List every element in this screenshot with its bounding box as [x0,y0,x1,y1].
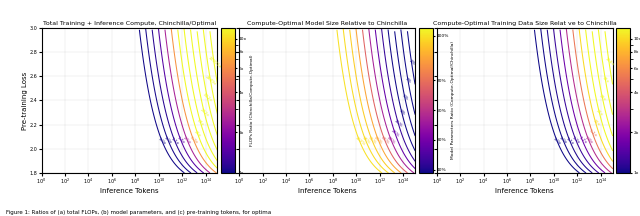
Title: Total Training + Inference Compute, Chinchilla/Optimal: Total Training + Inference Compute, Chin… [43,21,216,26]
Text: 2.8x: 2.8x [584,136,594,145]
Text: 2%: 2% [408,58,415,66]
Text: 1.0x: 1.0x [163,136,173,145]
Text: 43%: 43% [386,136,396,145]
Text: 67x: 67x [196,119,205,127]
Text: 10x: 10x [591,119,600,127]
Text: Figure 1: Ratios of (a) total FLOPs, (b) model parameters, and (c) pre-training : Figure 1: Ratios of (a) total FLOPs, (b)… [6,210,271,215]
Text: 9%: 9% [398,109,406,116]
Text: 1.0x: 1.0x [558,136,568,145]
Text: 20x: 20x [595,108,604,117]
Text: 1.4x: 1.4x [176,136,186,145]
Text: 1.0x: 1.0x [157,136,167,145]
Text: 10001x: 10001x [206,55,221,69]
X-axis label: Inference Tokens: Inference Tokens [100,188,159,194]
Text: 15%: 15% [393,119,403,128]
Text: 1.7x: 1.7x [578,136,588,145]
Text: 26%: 26% [390,129,400,138]
Text: 100%: 100% [353,135,365,146]
Text: 1.0x: 1.0x [552,136,562,145]
Text: 1.1x: 1.1x [565,136,575,145]
Y-axis label: FLOPs Ratio (Chinchilla/Compute-Optimal): FLOPs Ratio (Chinchilla/Compute-Optimal) [250,55,253,146]
Y-axis label: Pre-training Loss: Pre-training Loss [22,71,28,130]
Text: 6.3x: 6.3x [189,136,198,145]
X-axis label: Inference Tokens: Inference Tokens [298,188,356,194]
Text: 5%: 5% [401,94,409,102]
Title: Compute-Optimal Model Size Relative to Chinchilla: Compute-Optimal Model Size Relative to C… [247,21,407,26]
Y-axis label: Model Parameters Ratio (Compute-Optimal/Chinchilla): Model Parameters Ratio (Compute-Optimal/… [451,41,456,159]
Text: 3%: 3% [404,76,412,84]
Text: 232x: 232x [199,107,210,118]
Text: 20x: 20x [193,130,202,138]
Text: 2.5x: 2.5x [182,136,193,145]
Text: 85%: 85% [373,136,383,145]
Title: Compute-Optimal Training Data Size Relat ve to Chinchilla: Compute-Optimal Training Data Size Relat… [433,21,616,26]
Text: 78x: 78x [601,76,610,84]
Text: 812x: 812x [202,93,212,103]
Text: 1.1x: 1.1x [170,136,180,145]
Text: 39x: 39x [598,94,607,102]
Text: 66%: 66% [380,136,390,145]
Text: 2849x: 2849x [204,74,217,86]
Text: 5.1x: 5.1x [588,129,598,138]
X-axis label: Inference Tokens: Inference Tokens [495,188,554,194]
Text: 95%: 95% [367,136,377,145]
Text: 1.2x: 1.2x [571,136,581,145]
Text: 98%: 98% [361,136,371,145]
Text: 156x: 156x [604,57,614,67]
